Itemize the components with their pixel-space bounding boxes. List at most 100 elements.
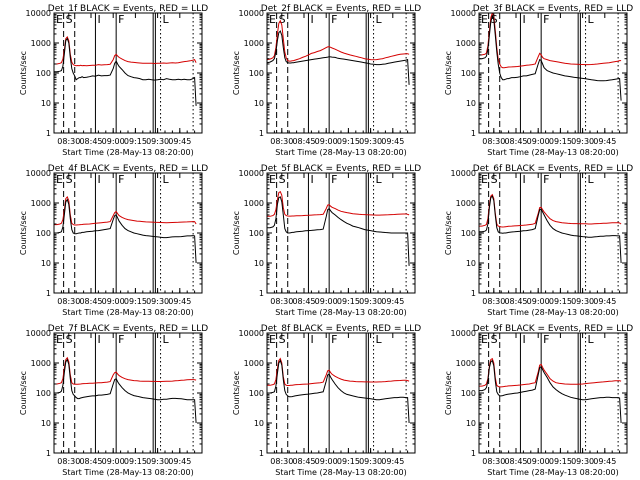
marker-label: E bbox=[269, 333, 276, 346]
xtick-label: 09:30 bbox=[146, 457, 169, 466]
marker-label: E bbox=[481, 173, 488, 186]
ytick-label: 1000 bbox=[244, 39, 264, 48]
marker-label: F bbox=[543, 173, 549, 186]
ytick-label: 100 bbox=[249, 389, 264, 398]
panel-title: Det_2f BLACK = Events, RED = LLD bbox=[261, 4, 421, 14]
y-axis-label: Counts/sec bbox=[232, 51, 241, 95]
xtick-label: 09:45 bbox=[168, 137, 191, 146]
xtick-label: 09:00 bbox=[527, 297, 550, 306]
marker-label: L bbox=[376, 333, 383, 346]
xtick-label: 08:45 bbox=[79, 297, 102, 306]
ytick-label: 1 bbox=[259, 289, 264, 298]
panel-9: E S I F L 1 10 100 1000 10000 08:30 08:45 09:00 09:15… bbox=[444, 324, 633, 477]
xtick-label: 09:15 bbox=[549, 457, 572, 466]
marker-label: E bbox=[269, 13, 276, 26]
marker-label: F bbox=[331, 333, 337, 346]
xtick-label: 09:30 bbox=[359, 297, 382, 306]
ytick-label: 100 bbox=[36, 229, 51, 238]
xtick-label: 09:45 bbox=[381, 457, 404, 466]
xtick-label: 08:30 bbox=[57, 297, 80, 306]
ytick-label: 1 bbox=[46, 289, 51, 298]
ytick-label: 1 bbox=[259, 129, 264, 138]
y-axis-label: Counts/sec bbox=[444, 211, 453, 255]
ytick-label: 10000 bbox=[26, 329, 51, 338]
series-lld bbox=[267, 190, 410, 217]
marker-label: F bbox=[118, 333, 124, 346]
series-lld bbox=[479, 357, 622, 388]
ytick-label: 10000 bbox=[239, 9, 264, 18]
ytick-label: 100 bbox=[461, 389, 476, 398]
ytick-label: 10000 bbox=[451, 329, 476, 338]
xtick-label: 08:30 bbox=[482, 457, 505, 466]
marker-label: F bbox=[118, 173, 124, 186]
ytick-label: 1 bbox=[471, 449, 476, 458]
x-axis-label: Start Time (28-May-13 08:20:00) bbox=[275, 148, 406, 157]
xtick-label: 08:30 bbox=[482, 297, 505, 306]
xtick-label: 09:45 bbox=[593, 457, 616, 466]
y-axis-label: Counts/sec bbox=[19, 211, 28, 255]
marker-label: F bbox=[331, 173, 337, 186]
ytick-label: 10 bbox=[466, 99, 476, 108]
xtick-label: 09:00 bbox=[315, 457, 338, 466]
ytick-label: 100 bbox=[36, 69, 51, 78]
ytick-label: 1000 bbox=[456, 199, 476, 208]
xtick-label: 09:45 bbox=[381, 137, 404, 146]
ytick-label: 10 bbox=[254, 259, 264, 268]
series-events bbox=[479, 195, 622, 264]
panel-title: Det_7f BLACK = Events, RED = LLD bbox=[48, 324, 208, 334]
series-lld bbox=[54, 35, 197, 67]
xtick-label: 09:00 bbox=[527, 457, 550, 466]
ytick-label: 10 bbox=[466, 419, 476, 428]
x-axis-label: Start Time (28-May-13 08:20:00) bbox=[275, 468, 406, 477]
marker-label: I bbox=[522, 13, 525, 26]
xtick-label: 08:45 bbox=[79, 457, 102, 466]
xtick-label: 09:15 bbox=[549, 297, 572, 306]
x-axis-label: Start Time (28-May-13 08:20:00) bbox=[487, 148, 618, 157]
ytick-label: 10000 bbox=[451, 169, 476, 178]
ytick-label: 10 bbox=[254, 419, 264, 428]
xtick-label: 08:45 bbox=[292, 457, 315, 466]
ytick-label: 100 bbox=[461, 69, 476, 78]
x-axis-label: Start Time (28-May-13 08:20:00) bbox=[62, 308, 193, 317]
marker-label: L bbox=[163, 173, 170, 186]
series-events bbox=[54, 37, 197, 106]
xtick-label: 09:45 bbox=[593, 137, 616, 146]
series-lld bbox=[479, 13, 622, 69]
marker-label: L bbox=[163, 13, 170, 26]
ytick-label: 100 bbox=[36, 389, 51, 398]
xtick-label: 08:45 bbox=[504, 297, 527, 306]
series-events bbox=[267, 359, 410, 424]
series-lld bbox=[54, 195, 197, 226]
plot-frame bbox=[53, 172, 203, 294]
series-events bbox=[54, 198, 197, 264]
panel-6: E S I F L 1 10 100 1000 10000 08:30 08:45 09:00 09:15… bbox=[444, 164, 633, 317]
ytick-label: 10 bbox=[466, 259, 476, 268]
xtick-label: 09:15 bbox=[124, 457, 147, 466]
x-axis-label: Start Time (28-May-13 08:20:00) bbox=[487, 468, 618, 477]
marker-label: E bbox=[56, 173, 63, 186]
xtick-label: 09:15 bbox=[549, 137, 572, 146]
series-events bbox=[267, 196, 410, 266]
panel-7: E S I F L 1 10 100 1000 10000 08:30 08:45 09:00 09:15… bbox=[19, 324, 208, 477]
marker-label: S bbox=[66, 13, 73, 26]
marker-label: I bbox=[97, 13, 100, 26]
xtick-label: 08:30 bbox=[482, 137, 505, 146]
xtick-label: 08:45 bbox=[292, 137, 315, 146]
xtick-label: 08:30 bbox=[270, 457, 293, 466]
plot-frame bbox=[266, 12, 416, 134]
marker-label: E bbox=[56, 13, 63, 26]
ytick-label: 1000 bbox=[244, 199, 264, 208]
xtick-label: 09:00 bbox=[102, 457, 125, 466]
panel-title: Det_3f BLACK = Events, RED = LLD bbox=[473, 4, 633, 14]
panel-title: Det_1f BLACK = Events, RED = LLD bbox=[48, 4, 208, 14]
marker-label: L bbox=[588, 333, 595, 346]
panel-title: Det_6f BLACK = Events, RED = LLD bbox=[473, 164, 633, 174]
ytick-label: 1 bbox=[259, 449, 264, 458]
ytick-label: 10000 bbox=[26, 169, 51, 178]
xtick-label: 09:00 bbox=[527, 137, 550, 146]
ytick-label: 1000 bbox=[456, 39, 476, 48]
xtick-label: 09:45 bbox=[381, 297, 404, 306]
marker-label: L bbox=[588, 13, 595, 26]
ytick-label: 1000 bbox=[244, 359, 264, 368]
